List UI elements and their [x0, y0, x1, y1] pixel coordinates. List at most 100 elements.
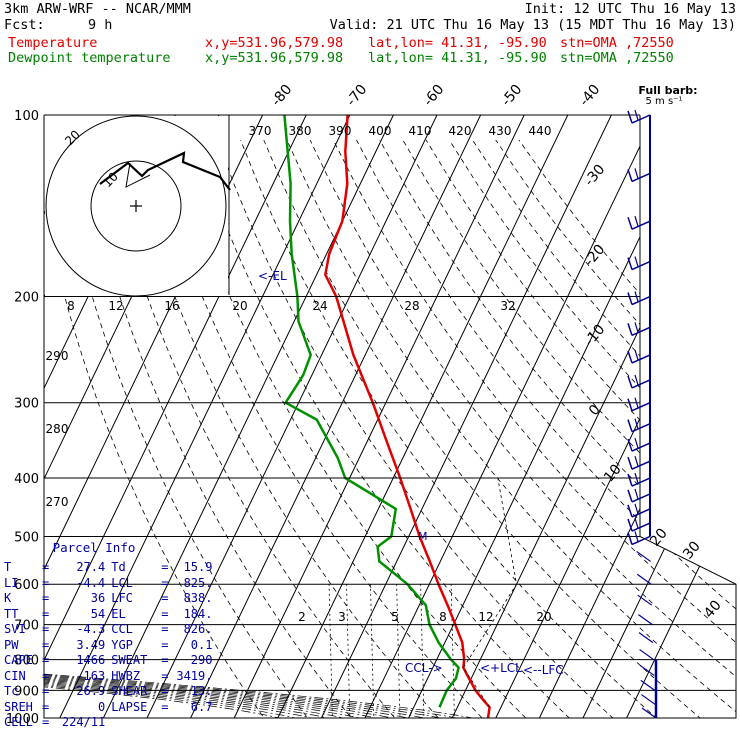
isotherm-line: [277, 115, 569, 718]
temperature-station: stn=OMA ,72550: [560, 35, 674, 51]
wind-barb: [637, 594, 653, 606]
dewpoint-station: stn=OMA ,72550: [560, 50, 674, 66]
wind-barb: [631, 508, 651, 518]
wind-barb-flag: [634, 472, 639, 484]
parcel-value: -4.3: [76, 622, 106, 636]
wind-barb-flag: [627, 504, 633, 518]
dry-adiabat-line: [448, 139, 736, 718]
dry-adiabat-line: [217, 139, 628, 718]
parcel-label: SREH: [4, 699, 33, 714]
parcel-label: CAPE: [4, 653, 33, 667]
pressure-label: 700: [14, 619, 39, 634]
dry-adiabat-line: [77, 139, 363, 718]
parcel-path-line: [462, 477, 517, 708]
isotherm-label: -50: [498, 82, 525, 110]
wind-barb: [641, 694, 656, 706]
wind-barb-flag: [627, 398, 633, 411]
parcel-equals: =: [161, 606, 169, 621]
parcel-value: 3419.: [176, 668, 213, 683]
isotherm-label: 0: [586, 402, 604, 419]
wind-barb: [641, 707, 657, 719]
isotherm-label: -40: [576, 82, 603, 110]
dry-adiabat-line: [379, 139, 736, 718]
parcel-row: Tc = 26.9 SHEAR = 13.: [4, 684, 212, 698]
parcel-row: CELL = 224/11: [4, 715, 105, 729]
pressure-label: 200: [14, 291, 39, 306]
wind-barb: [631, 172, 651, 183]
dry-adiabat-line: [263, 139, 716, 718]
parcel-value: 3.49: [76, 637, 106, 652]
wind-barb-flag: [634, 418, 639, 429]
parcel-value: 0: [98, 699, 106, 714]
wind-barb-flag: [634, 216, 639, 227]
wind-barb-flag: [634, 455, 639, 467]
parcel-label: SVI: [4, 622, 26, 636]
isotherm-label: 10: [601, 461, 625, 485]
parcel-equals: =: [42, 622, 50, 636]
mixing-ratio-label: 5: [391, 610, 399, 624]
dry-adiabat-line: [332, 139, 736, 718]
parcel-label: LAPSE: [111, 699, 148, 714]
temperature-latlon: lat,lon= 41.31, -95.90: [368, 35, 547, 51]
dry-adiabat-line: [518, 139, 736, 718]
parcel-value: 838.: [183, 591, 213, 605]
dewpoint-xy: x,y=531.96,579.98: [205, 50, 344, 66]
theta-label: 290: [46, 349, 69, 363]
dewpoint-legend: Dewpoint temperature: [8, 50, 171, 66]
wind-barb-flag: [627, 350, 633, 364]
parcel-label: LI: [4, 575, 19, 590]
pressure-label: 100: [14, 109, 39, 124]
precip-water-label: 20: [232, 299, 247, 313]
wind-barb-flag: [627, 375, 633, 389]
mixing-ratio-label: 8: [439, 610, 447, 624]
dry-adiabat-line: [309, 139, 736, 718]
parcel-row: SVI = -4.3 CCL = 826.: [4, 622, 212, 636]
precip-water-label: 16: [164, 299, 179, 313]
isotherm-line: [408, 115, 700, 718]
mixing-ratio-line: [450, 584, 456, 718]
wind-barb-flag: [627, 456, 633, 470]
theta-e-label: 440: [529, 124, 552, 138]
parcel-value: -4.4: [76, 575, 106, 590]
wind-barb-flag: [634, 349, 639, 361]
mixing-ratio-line: [346, 584, 351, 718]
parcel-equals: =: [42, 575, 50, 590]
dry-adiabat-line: [147, 139, 495, 718]
temperature-legend: Temperature: [8, 35, 98, 51]
theta-e-label: 370: [249, 124, 272, 138]
precip-water-label: 8: [67, 299, 75, 313]
parcel-info-panel: Parcel Info T = 27.4 Td = 15.9 LI = -4.4 LCL = 825.…: [4, 538, 226, 736]
parcel-equals: =: [161, 637, 169, 652]
parcel-value: 54: [90, 606, 106, 621]
parcel-value: 290: [190, 653, 213, 667]
parcel-label: LFC: [111, 591, 133, 605]
wind-barb-flag: [627, 419, 633, 432]
wind-barb: [631, 114, 651, 124]
wind-barb-flag: [634, 531, 639, 542]
dry-adiabat-line: [286, 139, 736, 718]
wind-barb: [631, 522, 651, 532]
wind-barb-flag: [634, 488, 639, 500]
wind-barb: [631, 460, 651, 470]
parcel-label: Td: [111, 560, 126, 574]
isotherm-line: [102, 115, 394, 718]
mixing-ratio-line: [396, 584, 401, 718]
wind-barb: [638, 632, 654, 644]
wind-barb: [640, 679, 656, 691]
wind-barb: [639, 664, 655, 676]
parcel-equals: =: [42, 591, 50, 605]
wind-barb: [638, 614, 653, 626]
wind-barb-flag: [634, 168, 639, 179]
parcel-equals: =: [42, 560, 50, 574]
pressure-label: 1000: [6, 712, 39, 727]
wind-barb-flag: [627, 323, 633, 336]
parcel-equals: =: [42, 684, 50, 698]
wind-barb-flag: [634, 503, 639, 515]
wind-barb-flag: [634, 256, 639, 267]
theta-label: 280: [46, 422, 69, 436]
theta-e-label: 400: [369, 124, 392, 138]
parcel-equals: =: [42, 668, 50, 683]
isotherm-label: -70: [343, 82, 370, 110]
pressure-label: 300: [14, 397, 39, 412]
